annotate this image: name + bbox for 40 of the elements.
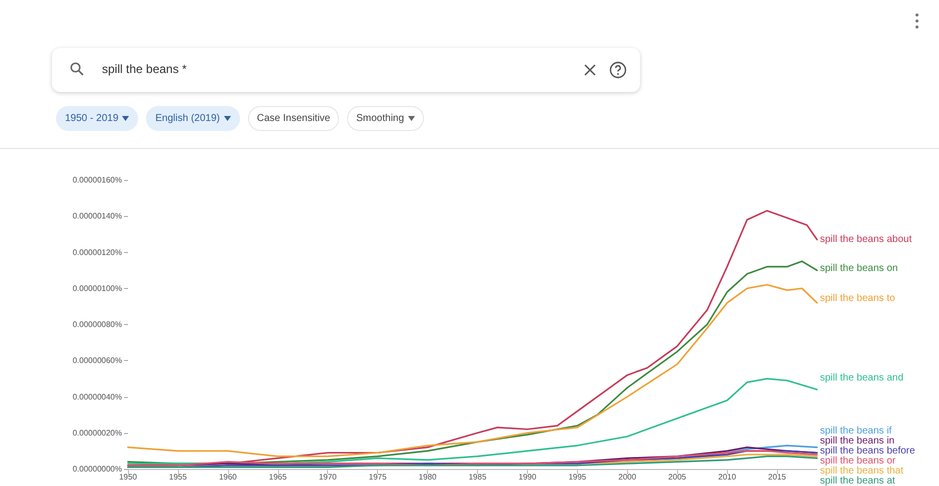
x-tick-label: 1965 <box>268 472 288 482</box>
text: 1950 - 2019 <box>65 113 118 124</box>
y-tick-label: 0.00000040% <box>72 392 122 402</box>
text: Case Insensitive <box>256 113 330 124</box>
line-series <box>127 378 818 464</box>
text: spill the beans * <box>102 62 187 76</box>
x-tick-label: 2015 <box>768 472 787 482</box>
x-tick-label: 1985 <box>468 472 487 482</box>
x-tick-label: 1995 <box>568 472 587 482</box>
series-label: spill the beans that <box>820 466 904 476</box>
y-tick-label: 0.00000060% <box>72 356 122 366</box>
series-label: spill the beans at <box>820 476 896 486</box>
x-tick-label: 2010 <box>718 472 737 482</box>
series-label: spill the beans or <box>820 456 896 466</box>
x-tick-label: 2000 <box>618 472 637 482</box>
text: Smoothing <box>356 113 404 124</box>
x-tick-label: 1975 <box>368 472 388 482</box>
x-tick-label: 1970 <box>318 472 338 482</box>
series-label: spill the beans and <box>820 372 904 384</box>
series-label: spill the beans if <box>820 426 892 436</box>
series-label: spill the beans to <box>820 293 896 304</box>
y-tick-label: 0.00000100% <box>72 284 122 293</box>
text: English (2019) <box>155 113 220 124</box>
y-tick-label: 0.00000120% <box>72 248 122 257</box>
y-tick-label: 0.00000160% <box>72 176 122 184</box>
series-label: spill the beans in <box>820 436 894 446</box>
series-label: spill the beans on <box>820 262 898 274</box>
x-tick-label: 1950 <box>119 472 138 482</box>
y-tick-label: 0.00000140% <box>72 212 122 221</box>
series-label: spill the beans before <box>820 446 916 456</box>
y-tick-label: 0.00000080% <box>72 320 122 329</box>
y-tick-label: 0.00000020% <box>72 428 122 438</box>
x-tick-label: 2005 <box>668 472 687 482</box>
y-tick-label: 0.00000000% <box>72 464 122 474</box>
series-label: spill the beans about <box>820 234 912 246</box>
x-tick-label: 1990 <box>518 472 537 482</box>
x-tick-label: 1955 <box>169 472 188 482</box>
x-tick-label: 1980 <box>418 472 438 482</box>
line-series <box>576 454 818 464</box>
x-tick-label: 1960 <box>218 472 238 482</box>
